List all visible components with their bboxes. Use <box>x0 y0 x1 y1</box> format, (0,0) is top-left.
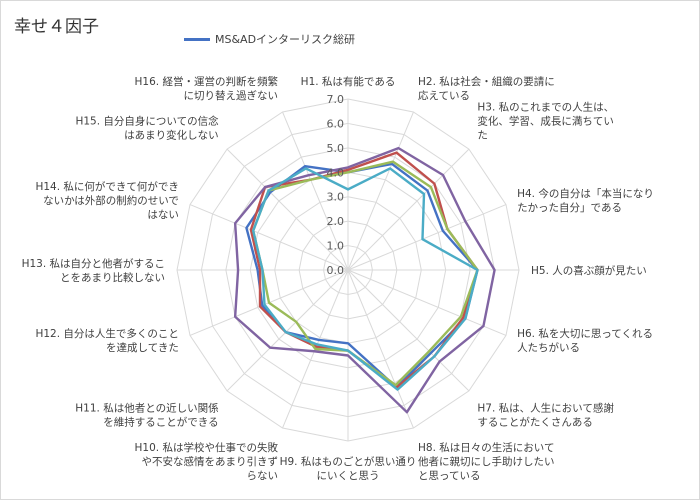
tick-label: 5.0 <box>327 142 345 155</box>
tick-label: 2.0 <box>327 215 345 228</box>
category-label: H13. 私は自分と他者がすることをあまり比較しない <box>22 257 165 284</box>
tick-label: 4.0 <box>327 166 345 179</box>
category-label: H1. 私は有能である <box>301 75 396 88</box>
radar-series <box>233 146 496 414</box>
category-label: H12. 自分は人生で多くのことを達成してきた <box>35 327 178 354</box>
tick-label: 0.0 <box>327 264 345 277</box>
category-label: H14. 私に何ができて何ができないかは外部の制約のせいではない <box>35 180 178 221</box>
radar-spokes <box>177 99 519 441</box>
radar-spoke <box>282 111 349 271</box>
category-label: H8. 私は日々の生活において他者に親切にし手助けしたいと思っている <box>418 441 555 482</box>
radar-spoke <box>347 269 507 336</box>
radar-spoke <box>226 269 349 392</box>
category-label: H4. 今の自分は「本当になりたかった自分」である <box>517 187 654 214</box>
radar-spoke <box>347 269 414 429</box>
category-label: H9. 私はものごとが思い通りにいくと思う <box>280 455 417 482</box>
tick-label: 7.0 <box>327 93 345 106</box>
category-label: H11. 私は他者との近しい関係を維持することができる <box>75 401 218 428</box>
radar-spoke <box>347 148 470 271</box>
category-label: H7. 私は、人生において感謝することがたくさんある <box>477 401 614 428</box>
legend-label: MS&ADインターリスク総研 <box>215 33 356 46</box>
chart-title: 幸せ４因子 <box>14 17 99 37</box>
tick-label: 6.0 <box>327 117 345 130</box>
radar-spoke <box>347 111 414 271</box>
category-label: H10. 私は学校や仕事での失敗や不安な感情をあまり引きずらない <box>135 441 279 482</box>
radar-tick-labels: 0.0 1.0 2.0 3.0 4.0 5.0 6.0 7.0 <box>327 93 345 277</box>
category-label: H15. 自分自身についての信念はあまり変化しない <box>75 115 219 142</box>
tick-label: 3.0 <box>327 191 345 204</box>
category-label: H16. 経営・運営の判断を頻繁に切り替え過ぎない <box>135 75 279 102</box>
radar-spoke <box>189 204 349 271</box>
series-line-5 <box>252 167 479 391</box>
category-label: H6. 私を大切に思ってくれる人たちがいる <box>517 327 653 354</box>
radar-spoke <box>347 204 507 271</box>
series-line-4 <box>233 146 496 414</box>
category-label: H5. 人の喜ぶ顔が見たい <box>531 264 647 277</box>
legend-swatch <box>184 37 210 41</box>
radar-spoke <box>226 148 349 271</box>
radar-spoke <box>347 269 470 392</box>
tick-label: 1.0 <box>327 240 345 253</box>
legend: MS&ADインターリスク総研 <box>184 31 355 47</box>
category-label: H2. 私は社会・組織の要請に応えている <box>418 75 555 102</box>
category-label: H3. 私のこれまでの人生は、変化、学習、成長に満ちていた <box>477 101 614 142</box>
